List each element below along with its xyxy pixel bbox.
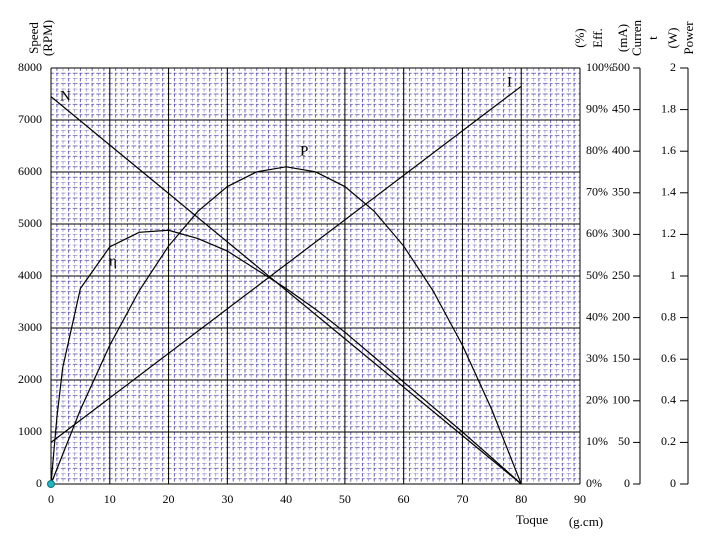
axis-title: Curren [629, 19, 644, 56]
curve-label: N [60, 88, 71, 104]
y3-tick-label: 150 [612, 351, 630, 365]
x-tick-label: 10 [104, 492, 116, 506]
y-tick-label: 7000 [18, 112, 42, 126]
y2-tick-label: 30% [586, 351, 608, 365]
curve [50, 229, 522, 485]
x-tick-label: 30 [221, 492, 233, 506]
y-tick-label: 3000 [18, 320, 42, 334]
y2-tick-label: 90% [586, 101, 608, 115]
y3-tick-label: 100 [612, 393, 630, 407]
curve [50, 166, 522, 485]
origin-dot [47, 480, 55, 488]
axis-title: Power [681, 21, 696, 55]
y2-tick-label: 80% [586, 143, 608, 157]
y4-tick-label: 2 [670, 60, 676, 74]
x-tick-label: 50 [339, 492, 351, 506]
y3-tick-label: 350 [612, 185, 630, 199]
y3-tick-label: 300 [612, 226, 630, 240]
x-unit: (g.cm) [569, 514, 603, 529]
y2-tick-label: 0% [586, 476, 602, 490]
x-tick-label: 0 [48, 492, 54, 506]
y2-tick-label: 70% [586, 185, 608, 199]
y2-tick-label: 100% [586, 60, 614, 74]
x-tick-label: 70 [456, 492, 468, 506]
y3-tick-label: 250 [612, 268, 630, 282]
y-tick-label: 1000 [18, 424, 42, 438]
axis-title: t [645, 36, 660, 40]
y3-tick-label: 400 [612, 143, 630, 157]
y-tick-label: 5000 [18, 216, 42, 230]
x-tick-label: 80 [515, 492, 527, 506]
curve-label: I [507, 74, 512, 90]
y4-tick-label: 0 [670, 476, 676, 490]
y4-tick-label: 1.8 [661, 101, 676, 115]
y4-tick-label: 0.8 [661, 309, 676, 323]
axis-title: (mA) [615, 24, 630, 52]
y4-tick-label: 0.6 [661, 351, 676, 365]
y3-tick-label: 0 [624, 476, 630, 490]
curve [50, 85, 522, 443]
y4-tick-label: 1.4 [661, 185, 676, 199]
y2-tick-label: 20% [586, 393, 608, 407]
axis-title: (%) [572, 28, 587, 48]
y-tick-label: 8000 [18, 60, 42, 74]
y4-tick-label: 1.6 [661, 143, 676, 157]
curve [50, 96, 522, 485]
y2-tick-label: 50% [586, 268, 608, 282]
y4-tick-label: 0.2 [661, 434, 676, 448]
y3-tick-label: 50 [618, 434, 630, 448]
curve-label: η [109, 253, 117, 269]
x-tick-label: 20 [163, 492, 175, 506]
y2-tick-label: 40% [586, 309, 608, 323]
axis-title: Eff. [590, 28, 605, 48]
y3-tick-label: 500 [612, 60, 630, 74]
y3-tick-label: 200 [612, 309, 630, 323]
y2-tick-label: 60% [586, 226, 608, 240]
axis-title: (RPM) [40, 20, 55, 56]
axis-title: (W) [665, 28, 680, 49]
y-tick-label: 4000 [18, 268, 42, 282]
axis-title: Speed [26, 22, 41, 54]
x-tick-label: 40 [280, 492, 292, 506]
y4-tick-label: 0.4 [661, 393, 676, 407]
y-tick-label: 2000 [18, 372, 42, 386]
x-tick-label: 60 [398, 492, 410, 506]
x-tick-label: 90 [574, 492, 586, 506]
y4-tick-label: 1.2 [661, 226, 676, 240]
y2-tick-label: 10% [586, 434, 608, 448]
x-label: Toque [516, 512, 549, 527]
curve-label: P [300, 143, 308, 159]
y-tick-label: 0 [36, 476, 42, 490]
y-tick-label: 6000 [18, 164, 42, 178]
y3-tick-label: 450 [612, 101, 630, 115]
y4-tick-label: 1 [670, 268, 676, 282]
